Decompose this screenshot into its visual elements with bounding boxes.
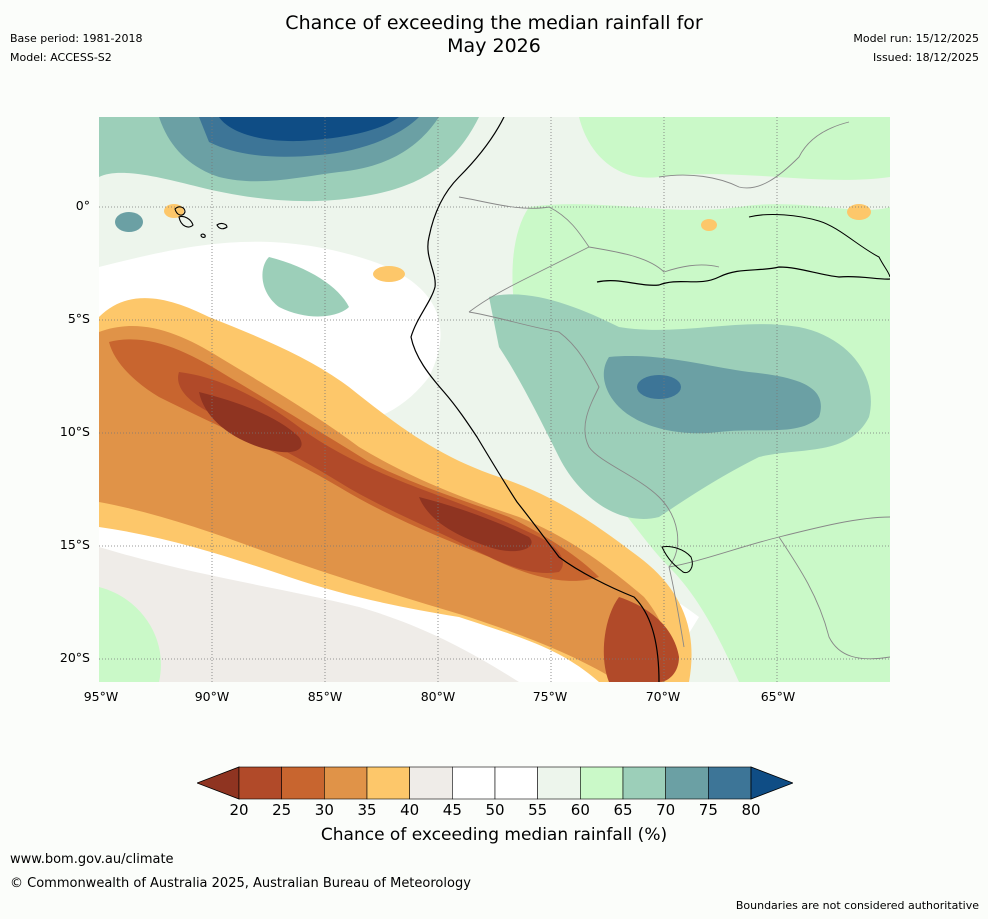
lat-label-20s: 20°S	[59, 650, 90, 665]
green-zone-west	[99, 587, 161, 682]
colorbar-extend-high	[750, 766, 793, 800]
dry-core-below-20	[199, 392, 532, 552]
colorbar-tick-label: 80	[741, 801, 761, 819]
colorbar-tick-label: 30	[314, 801, 334, 819]
colorbar-extend-low	[197, 766, 240, 800]
light-grey-zone-south	[99, 547, 519, 682]
white-zone-north	[99, 241, 441, 425]
issued-label: Issued: 18/12/2025	[872, 51, 979, 64]
teal-zone-gulf	[262, 257, 349, 317]
colorbar-segment	[324, 766, 368, 800]
lon-label-95w: 95°W	[83, 689, 119, 704]
map-title: Chance of exceeding the median rainfall …	[0, 12, 988, 58]
title-line-2: May 2026	[447, 35, 541, 57]
colorbar-segment	[281, 766, 325, 800]
blue-cell-amazon	[637, 375, 681, 399]
colorbar-segment	[665, 766, 709, 800]
teal-cell-galapagos	[115, 212, 143, 232]
colorbar-label: Chance of exceeding median rainfall (%)	[320, 825, 668, 845]
colorbar-segment	[708, 766, 752, 800]
model-run-label: Model run: 15/12/2025	[853, 32, 979, 45]
colorbar-tick-label: 50	[485, 801, 505, 819]
green-zone-north	[579, 117, 890, 180]
colorbar-segment	[494, 766, 538, 800]
base-period-label: Base period: 1981-2018	[10, 32, 143, 45]
orange-cell-3	[701, 219, 717, 231]
website-link[interactable]: www.bom.gov.au/climate	[10, 852, 174, 867]
lat-label-10s: 10°S	[59, 424, 90, 439]
colorbar-tick-label: 65	[613, 801, 633, 819]
coastline	[410, 117, 660, 682]
colorbar-tick-label: 70	[656, 801, 676, 819]
colorbar-tick-label: 75	[698, 801, 718, 819]
orange-cell-1	[373, 266, 405, 282]
lat-label-15s: 15°S	[59, 537, 90, 552]
galapagos-islands	[174, 206, 228, 238]
copyright-notice: © Commonwealth of Australia 2025, Austra…	[10, 876, 471, 891]
colorbar-tick-label: 35	[357, 801, 377, 819]
dark-blue-zone-north	[219, 117, 399, 142]
river-amazon	[596, 266, 890, 286]
disclaimer: Boundaries are not considered authoritat…	[735, 899, 979, 912]
colorbar-tick-label: 45	[442, 801, 462, 819]
colorbar-tick-label: 55	[528, 801, 548, 819]
dry-zone-south-coast	[603, 597, 679, 682]
lon-label-90w: 90°W	[194, 689, 230, 704]
lat-label-5s: 5°S	[67, 311, 90, 326]
river-north	[748, 213, 890, 278]
title-line-1: Chance of exceeding the median rainfall …	[285, 12, 703, 34]
lon-label-70w: 70°W	[645, 689, 681, 704]
colorbar	[197, 766, 793, 800]
colorbar-segment	[238, 766, 282, 800]
graticule	[99, 117, 890, 682]
colorbar-tick-label: 60	[570, 801, 590, 819]
colorbar-segment	[452, 766, 496, 800]
lake-titicaca	[661, 546, 693, 574]
colorbar-segment	[622, 766, 666, 800]
lon-label-85w: 85°W	[307, 689, 343, 704]
lat-label-0: 0°	[75, 198, 90, 213]
model-label: Model: ACCESS-S2	[10, 51, 112, 64]
colorbar-tick-label: 40	[400, 801, 420, 819]
colorbar-segment	[409, 766, 453, 800]
colorbar-segment	[580, 766, 624, 800]
orange-cell-2	[847, 204, 871, 220]
lon-label-75w: 75°W	[532, 689, 568, 704]
colorbar-segment	[537, 766, 581, 800]
colorbar-tick-label: 20	[229, 801, 249, 819]
orange-cell-4	[164, 204, 184, 218]
lon-label-80w: 80°W	[420, 689, 456, 704]
rainfall-probability-map	[99, 117, 890, 682]
national-borders	[458, 121, 890, 660]
lon-label-65w: 65°W	[760, 689, 796, 704]
colorbar-tick-label: 25	[272, 801, 292, 819]
colorbar-segment	[366, 766, 410, 800]
